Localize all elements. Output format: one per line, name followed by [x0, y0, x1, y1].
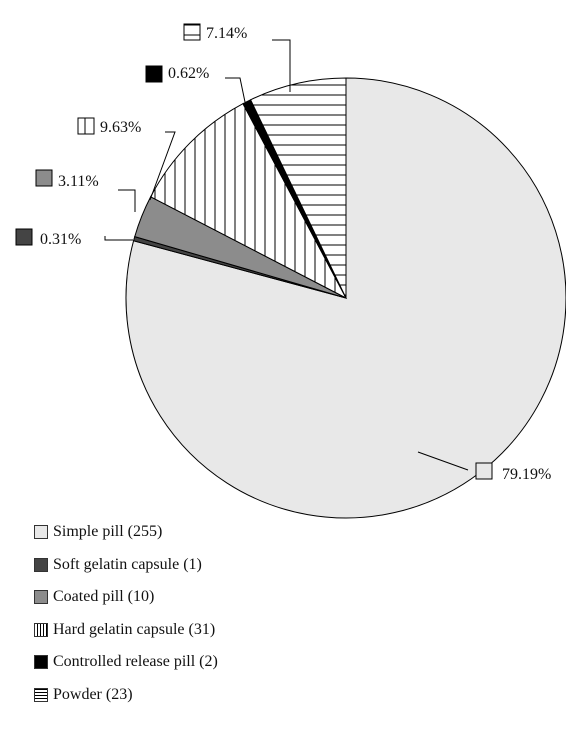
legend-item-coated-pill: Coated pill (10) — [34, 587, 218, 607]
legend-item-powder: Powder (23) — [34, 685, 218, 705]
label-swatch-hard-gelatin-capsule — [77, 117, 95, 135]
pie-chart: 79.19% 0.31% 3.11% 9.63% 0.62% 7.14% — [15, 23, 566, 519]
legend-swatch — [34, 622, 48, 637]
data-label-soft-gelatin-capsule: 0.31% — [40, 231, 81, 248]
legend-label: Controlled release pill (2) — [53, 653, 218, 670]
legend-item-controlled-release-pill: Controlled release pill (2) — [34, 652, 218, 672]
legend-label: Powder (23) — [53, 685, 133, 703]
leader-line-powder — [272, 39, 291, 92]
leader-line-controlled-release-pill — [225, 77, 246, 103]
legend-label: Soft gelatin capsule (1) — [53, 555, 202, 573]
data-label-powder: 7.14% — [206, 25, 247, 42]
leader-line-hard-gelatin-capsule — [149, 131, 176, 201]
data-label-simple-pill: 79.19% — [502, 466, 551, 483]
label-swatch-soft-gelatin-capsule — [15, 228, 33, 246]
legend-item-simple-pill: Simple pill (255) — [34, 522, 218, 542]
data-label-hard-gelatin-capsule: 9.63% — [100, 119, 141, 136]
legend: Simple pill (255) Soft gelatin capsule (… — [34, 522, 218, 717]
legend-item-soft-gelatin-capsule: Soft gelatin capsule (1) — [34, 555, 218, 575]
label-swatch-coated-pill — [35, 169, 53, 187]
leader-line-coated-pill — [118, 189, 136, 212]
label-swatch-simple-pill — [475, 462, 493, 480]
data-label-coated-pill: 3.11% — [58, 173, 99, 190]
leader-line-simple-pill — [417, 451, 469, 471]
legend-label: Simple pill (255) — [53, 523, 163, 540]
pie-slice-powder — [249, 77, 347, 299]
data-label-controlled-release-pill: 0.62% — [168, 65, 209, 82]
legend-item-hard-gelatin-capsule: Hard gelatin capsule (31) — [34, 620, 218, 640]
label-swatch-powder — [183, 23, 201, 41]
legend-swatch — [34, 590, 48, 604]
leader-line-soft-gelatin-capsule — [104, 236, 133, 241]
label-swatch-controlled-release-pill — [145, 65, 163, 83]
legend-swatch — [34, 687, 48, 702]
legend-label: Hard gelatin capsule (31) — [53, 620, 216, 638]
legend-label: Coated pill (10) — [53, 588, 155, 605]
legend-swatch — [34, 525, 48, 539]
legend-swatch — [34, 557, 48, 572]
legend-swatch — [34, 655, 48, 669]
